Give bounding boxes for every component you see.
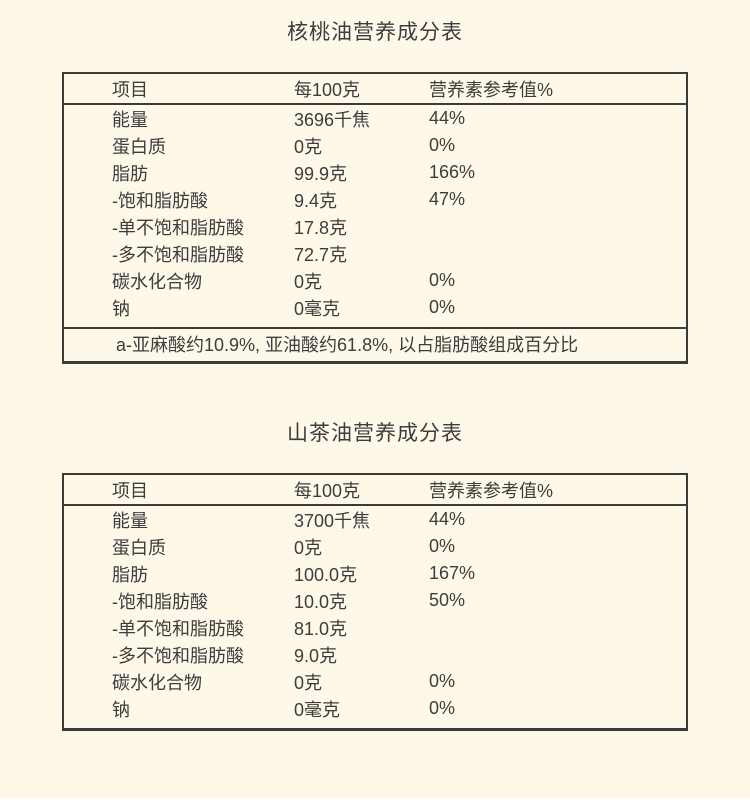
table-row: 蛋白质 0克 0% <box>64 132 686 159</box>
table-body: 能量 3700千焦 44% 蛋白质 0克 0% 脂肪 100.0克 167% -… <box>64 506 686 728</box>
col-header-per100g: 每100克 <box>294 79 361 100</box>
table-header-row: 项目 每100克 营养素参考值% <box>64 74 686 105</box>
table-row: -饱和脂肪酸 9.4克 47% <box>64 186 686 213</box>
nutrient-name: -多不饱和脂肪酸 <box>112 645 244 666</box>
table-row: -单不饱和脂肪酸 81.0克 <box>64 614 686 641</box>
camellia-oil-nutrition-table: 项目 每100克 营养素参考值% 能量 3700千焦 44% 蛋白质 0克 0%… <box>62 473 688 731</box>
walnut-oil-nutrition-table: 项目 每100克 营养素参考值% 能量 3696千焦 44% 蛋白质 0克 0%… <box>62 72 688 364</box>
nutrient-amount: 81.0克 <box>294 618 348 639</box>
nutrient-name: 钠 <box>112 699 130 720</box>
table-row: 脂肪 100.0克 167% <box>64 560 686 587</box>
table-row: -多不饱和脂肪酸 72.7克 <box>64 240 686 267</box>
nutrient-nrv: 0% <box>429 135 456 155</box>
nutrient-nrv: 0% <box>429 297 456 317</box>
nutrient-amount: 0毫克 <box>294 699 341 720</box>
nutrient-name: 能量 <box>112 109 148 130</box>
nutrient-amount: 17.8克 <box>294 217 348 238</box>
col-header-nrv: 营养素参考值% <box>429 79 554 100</box>
nutrient-amount: 72.7克 <box>294 244 348 265</box>
camellia-oil-table-title: 山茶油营养成分表 <box>287 422 463 445</box>
nutrient-nrv: 0% <box>429 536 456 556</box>
table-row: 钠 0毫克 0% <box>64 695 686 722</box>
table-row: -饱和脂肪酸 10.0克 50% <box>64 587 686 614</box>
nutrient-name: -单不饱和脂肪酸 <box>112 217 244 238</box>
nutrient-nrv: 47% <box>429 189 466 209</box>
table-row: 蛋白质 0克 0% <box>64 533 686 560</box>
walnut-oil-table-title: 核桃油营养成分表 <box>287 21 463 44</box>
nutrient-nrv: 0% <box>429 270 456 290</box>
nutrient-name: -饱和脂肪酸 <box>112 591 208 612</box>
nutrient-amount: 0克 <box>294 537 323 558</box>
col-header-nrv: 营养素参考值% <box>429 480 554 501</box>
nutrient-name: 能量 <box>112 510 148 531</box>
nutrient-name: -单不饱和脂肪酸 <box>112 618 244 639</box>
table-row: -多不饱和脂肪酸 9.0克 <box>64 641 686 668</box>
table-row: 能量 3696千焦 44% <box>64 105 686 132</box>
table-row: 钠 0毫克 0% <box>64 294 686 321</box>
bottom-white-strip <box>0 798 750 803</box>
nutrient-nrv: 44% <box>429 509 466 529</box>
nutrient-name: 蛋白质 <box>112 537 166 558</box>
nutrient-amount: 9.4克 <box>294 190 338 211</box>
nutrient-name: -饱和脂肪酸 <box>112 190 208 211</box>
nutrient-name: 碳水化合物 <box>112 271 202 292</box>
nutrient-name: 碳水化合物 <box>112 672 202 693</box>
nutrient-name: 钠 <box>112 298 130 319</box>
nutrient-amount: 3696千焦 <box>294 109 371 130</box>
table-row: 碳水化合物 0克 0% <box>64 267 686 294</box>
nutrient-amount: 100.0克 <box>294 564 358 585</box>
nutrient-name: 蛋白质 <box>112 136 166 157</box>
nutrient-nrv: 0% <box>429 698 456 718</box>
table-row: -单不饱和脂肪酸 17.8克 <box>64 213 686 240</box>
nutrient-nrv: 167% <box>429 563 476 583</box>
nutrient-name: 脂肪 <box>112 163 148 184</box>
fatty-acid-footnote: a-亚麻酸约10.9%, 亚油酸约61.8%, 以占脂肪酸组成百分比 <box>64 327 686 361</box>
col-header-item: 项目 <box>112 480 148 501</box>
nutrient-amount: 0毫克 <box>294 298 341 319</box>
nutrient-amount: 3700千焦 <box>294 510 371 531</box>
col-header-item: 项目 <box>112 79 148 100</box>
nutrient-amount: 0克 <box>294 672 323 693</box>
table-header-row: 项目 每100克 营养素参考值% <box>64 475 686 506</box>
nutrient-amount: 10.0克 <box>294 591 348 612</box>
nutrient-amount: 0克 <box>294 271 323 292</box>
nutrient-nrv: 166% <box>429 162 476 182</box>
col-header-per100g: 每100克 <box>294 480 361 501</box>
nutrient-nrv: 44% <box>429 108 466 128</box>
nutrient-nrv: 50% <box>429 590 466 610</box>
nutrient-amount: 0克 <box>294 136 323 157</box>
table-body: 能量 3696千焦 44% 蛋白质 0克 0% 脂肪 99.9克 166% -饱… <box>64 105 686 327</box>
nutrient-nrv: 0% <box>429 671 456 691</box>
table-row: 碳水化合物 0克 0% <box>64 668 686 695</box>
nutrient-name: 脂肪 <box>112 564 148 585</box>
nutrient-amount: 9.0克 <box>294 645 338 666</box>
nutrient-amount: 99.9克 <box>294 163 348 184</box>
table-row: 能量 3700千焦 44% <box>64 506 686 533</box>
table-row: 脂肪 99.9克 166% <box>64 159 686 186</box>
nutrient-name: -多不饱和脂肪酸 <box>112 244 244 265</box>
